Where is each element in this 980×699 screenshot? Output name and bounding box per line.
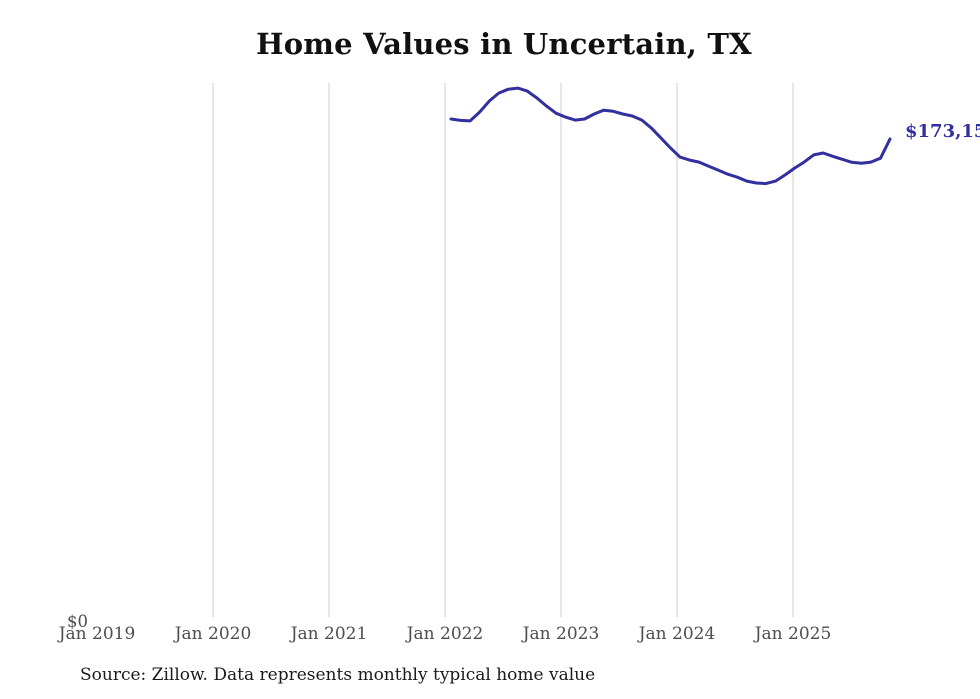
home-value-line <box>449 86 892 186</box>
x-tick-label: Jan 2023 <box>522 624 600 644</box>
source-note: Source: Zillow. Data represents monthly … <box>80 665 596 685</box>
x-tick-label: Jan 2021 <box>290 624 368 644</box>
x-tick-label: Jan 2019 <box>58 624 136 644</box>
x-tick-label: Jan 2025 <box>754 624 832 644</box>
year-gridlines <box>212 83 794 617</box>
x-tick-label: Jan 2022 <box>406 624 484 644</box>
y-axis-zero-label: $0 <box>67 612 88 631</box>
chart-title: Home Values in Uncertain, TX <box>256 27 752 61</box>
latest-value-label: $173,156 <box>905 121 980 142</box>
x-tick-label: Jan 2024 <box>638 624 716 644</box>
x-tick-label: Jan 2020 <box>174 624 252 644</box>
